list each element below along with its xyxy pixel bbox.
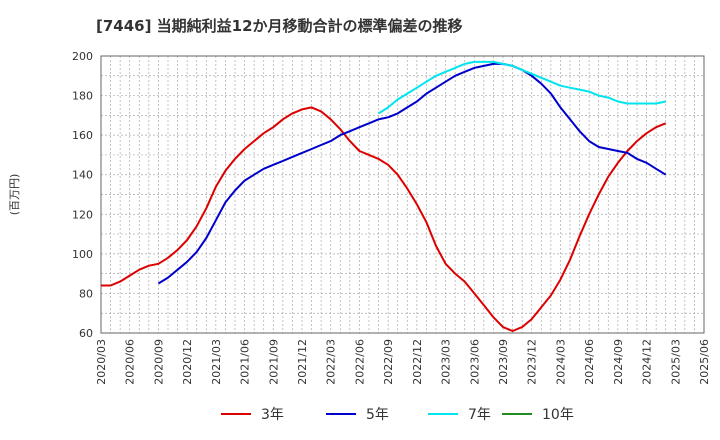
y-tick-label: 60 — [79, 327, 93, 340]
chart-title: [7446] 当期純利益12か月移動合計の標準偏差の推移 — [96, 17, 463, 35]
y-tick-label: 160 — [72, 129, 93, 142]
x-tick-label: 2024/03 — [554, 339, 567, 385]
legend-label: 3年 — [261, 407, 284, 423]
y-tick-label: 120 — [72, 208, 93, 221]
series-line-7年 — [378, 60, 666, 115]
x-tick-label: 2025/03 — [669, 339, 682, 385]
legend-label: 5年 — [366, 407, 389, 423]
x-tick-label: 2023/09 — [497, 339, 510, 385]
y-tick-label: 140 — [72, 169, 93, 182]
x-tick-label: 2020/09 — [152, 339, 165, 385]
x-tick-label: 2022/12 — [411, 339, 424, 385]
y-tick-label: 180 — [72, 90, 93, 103]
series — [101, 60, 667, 332]
x-tick-label: 2024/12 — [641, 339, 654, 385]
plot-frame — [100, 55, 705, 334]
x-tick-label: 2021/03 — [210, 339, 223, 385]
legend-label: 7年 — [468, 407, 491, 423]
y-tick-label: 100 — [72, 248, 93, 261]
x-tick-label: 2023/03 — [440, 339, 453, 385]
legend-label: 10年 — [542, 407, 574, 423]
x-tick-label: 2022/09 — [382, 339, 395, 385]
x-tick-label: 2020/12 — [181, 339, 194, 385]
x-tick-label: 2020/06 — [124, 339, 137, 385]
series-line-5年 — [157, 62, 667, 285]
x-tick-label: 2022/06 — [353, 339, 366, 385]
x-tick-label: 2021/12 — [296, 339, 309, 385]
x-tick-label: 2021/06 — [239, 339, 252, 385]
x-tick-label: 2021/09 — [267, 339, 280, 385]
x-tick-label: 2022/03 — [325, 339, 338, 385]
y-axis-label: (百万円) — [8, 174, 21, 216]
x-tick-label: 2023/06 — [468, 339, 481, 385]
x-axis-ticks: 2020/03 2020/06 2020/09 2020/12 2021/03 2021/… — [95, 339, 711, 385]
x-tick-label: 2025/06 — [698, 339, 711, 385]
y-axis-ticks: 60 80 100 120 140 160 180 200 — [72, 50, 93, 340]
x-tick-label: 2020/03 — [95, 339, 108, 385]
legend: 3年 5年 7年 10年 — [221, 407, 574, 423]
y-tick-label: 200 — [72, 50, 93, 63]
x-tick-label: 2024/09 — [612, 339, 625, 385]
x-tick-label: 2024/06 — [583, 339, 596, 385]
y-tick-label: 80 — [79, 287, 93, 300]
series-line-3年 — [101, 106, 667, 332]
x-tick-label: 2023/12 — [526, 339, 539, 385]
